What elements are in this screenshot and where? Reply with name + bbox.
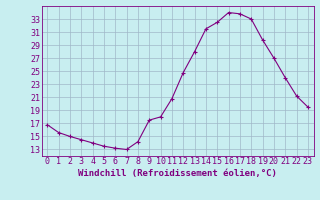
X-axis label: Windchill (Refroidissement éolien,°C): Windchill (Refroidissement éolien,°C) [78,169,277,178]
